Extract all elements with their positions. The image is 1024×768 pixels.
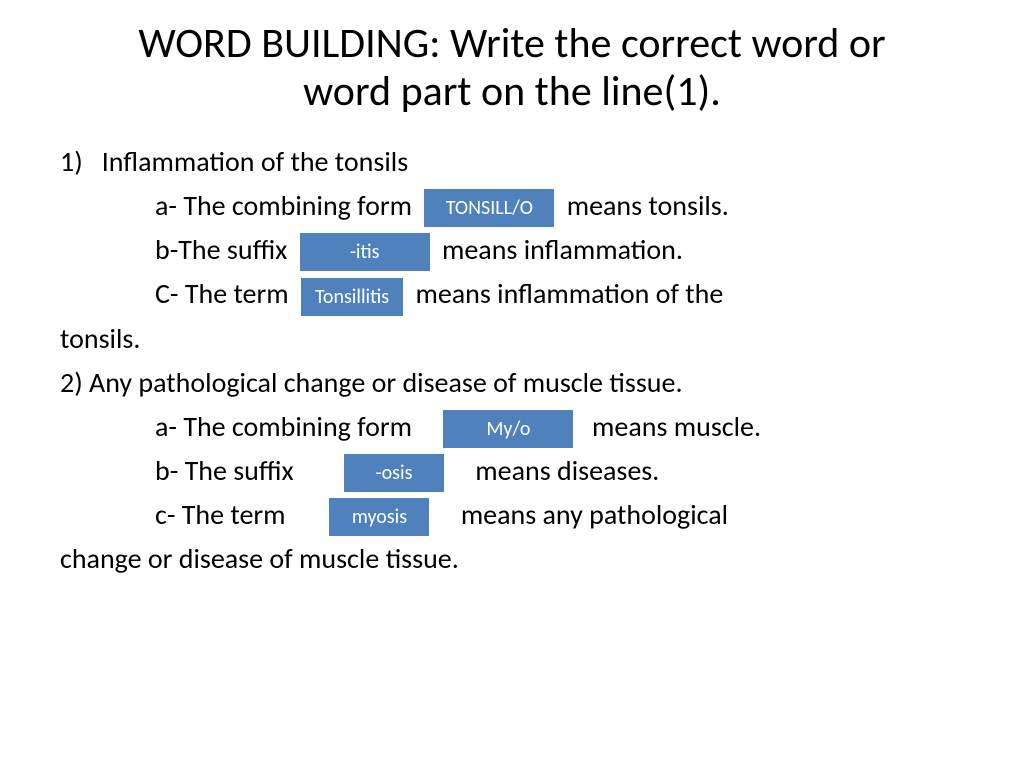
q1-prompt-line: 1) Inflammation of the tonsils bbox=[60, 141, 964, 183]
q1-a-line: a- The combining form TONSILL/O means to… bbox=[60, 185, 964, 227]
q2-b-pre: b- The suffix bbox=[155, 453, 294, 488]
q2-prompt-line: 2) Any pathological change or disease of… bbox=[60, 362, 964, 404]
q2-c-wrap: change or disease of muscle tissue. bbox=[60, 541, 459, 576]
q1-c-answer-box: Tonsillitis bbox=[301, 278, 403, 316]
q2-number: 2) bbox=[60, 365, 83, 400]
q2-a-answer-box: My/o bbox=[443, 410, 573, 448]
slide-title: WORD BUILDING: Write the correct word or… bbox=[60, 20, 964, 117]
q1-b-post: means inflammation. bbox=[442, 232, 683, 267]
q1-b-answer-box: -itis bbox=[300, 233, 430, 271]
q1-c-wrap: tonsils. bbox=[60, 321, 140, 356]
q1-b-line: b-The suffix -itis means inflammation. bbox=[60, 229, 964, 271]
q2-b-answer-box: -osis bbox=[344, 454, 444, 492]
q2-a-line: a- The combining form My/o means muscle. bbox=[60, 406, 964, 448]
q2-c-line: c- The term myosis means any pathologica… bbox=[60, 494, 964, 536]
q2-c-wrap-line: change or disease of muscle tissue. bbox=[60, 538, 964, 580]
q1-a-answer-box: TONSILL/O bbox=[424, 189, 554, 227]
q1-c-post: means inflammation of the bbox=[415, 276, 723, 311]
q2-c-post: means any pathological bbox=[461, 497, 728, 532]
q2-prompt: Any pathological change or disease of mu… bbox=[89, 365, 682, 400]
q1-a-pre: a- The combining form bbox=[155, 188, 412, 223]
q1-number: 1) bbox=[60, 144, 83, 179]
slide-container: WORD BUILDING: Write the correct word or… bbox=[0, 0, 1024, 768]
q1-c-pre: C- The term bbox=[155, 276, 289, 311]
q2-a-post: means muscle. bbox=[592, 409, 761, 444]
q2-a-pre: a- The combining form bbox=[155, 409, 412, 444]
q2-b-post: means diseases. bbox=[475, 453, 659, 488]
q1-prompt: Inflammation of the tonsils bbox=[102, 144, 408, 179]
q2-c-answer-box: myosis bbox=[329, 498, 429, 536]
q1-c-line: C- The term Tonsillitis means inflammati… bbox=[60, 273, 964, 315]
q2-b-line: b- The suffix -osis means diseases. bbox=[60, 450, 964, 492]
q1-a-post: means tonsils. bbox=[567, 188, 729, 223]
slide-content: 1) Inflammation of the tonsils a- The co… bbox=[60, 141, 964, 581]
q2-c-pre: c- The term bbox=[155, 497, 286, 532]
q1-c-wrap-line: tonsils. bbox=[60, 318, 964, 360]
q1-b-pre: b-The suffix bbox=[155, 232, 287, 267]
